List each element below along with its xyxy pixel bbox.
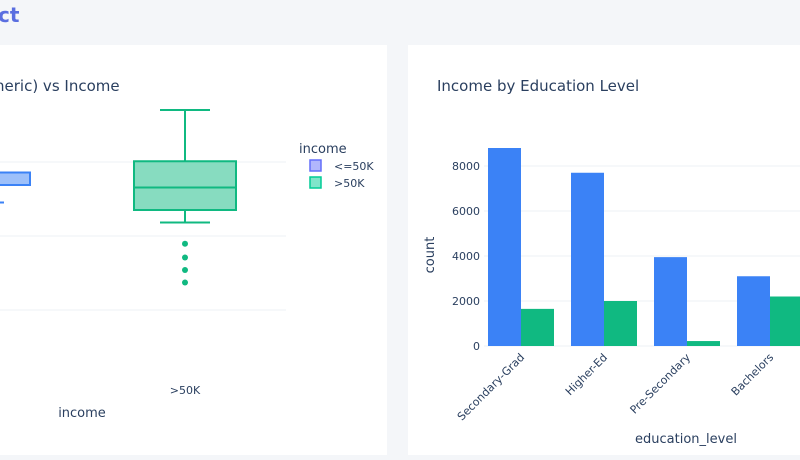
legend-title: income (299, 142, 347, 157)
bar->50K-Higher-Ed (604, 301, 637, 346)
bar-<=50K-Higher-Ed (571, 172, 604, 346)
page-heading: ct (0, 3, 20, 27)
legend: income <=50K >50K (299, 142, 374, 190)
box-gt50k-outlier (182, 267, 188, 273)
bar->50K-Bachelors (770, 296, 800, 346)
box-gt50k-iqr (133, 160, 237, 211)
box-x-tick-label: >50K (170, 384, 201, 397)
bar-y-tick-label: 8000 (452, 160, 480, 173)
bar-y-tick-label: 6000 (452, 205, 480, 218)
box-gt50k-outlier (182, 254, 188, 261)
box-gt50k-outlier (182, 279, 188, 286)
legend-label: >50K (334, 177, 365, 190)
bar-<=50K-Pre-Secondary (654, 257, 687, 346)
bar-x-axis-label: education_level (635, 432, 737, 447)
box-gt50k-outlier (182, 240, 188, 247)
bar-chart: Income by Education Level 0 2000 4000 6000 8… (423, 77, 800, 447)
legend-swatch (309, 176, 322, 189)
bar->50K-Secondary-Grad (521, 308, 554, 346)
bar-x-tick-label: Bachelors (729, 351, 777, 399)
bar-y-tick-label: 0 (473, 340, 480, 353)
box-plot-card: neric) vs Income >50K income income <=50… (0, 45, 387, 455)
bar-<=50K-Bachelors (737, 276, 770, 346)
box-x-axis-label: income (58, 406, 106, 421)
bar-chart-title: Income by Education Level (437, 77, 639, 95)
box-plot-chart: neric) vs Income >50K income income <=50… (0, 77, 374, 421)
bar-x-tick-label: Secondary-Grad (455, 351, 527, 423)
bar-y-axis-label: count (423, 237, 438, 274)
box-plot-title: neric) vs Income (0, 77, 120, 95)
box-le50k-iqr (0, 171, 31, 186)
bar-chart-card: Income by Education Level 0 2000 4000 6000 8… (408, 45, 800, 455)
bar->50K-Pre-Secondary (687, 341, 720, 346)
box-gt50k (133, 109, 237, 286)
bar-y-tick-label: 2000 (452, 295, 480, 308)
bar-y-tick-label: 4000 (452, 250, 480, 263)
box-le50k (0, 171, 31, 204)
legend-swatch (309, 159, 322, 172)
legend-label: <=50K (334, 160, 374, 173)
bar-x-tick-label: Higher-Ed (563, 351, 610, 398)
bar-<=50K-Secondary-Grad (488, 148, 521, 346)
bar-x-tick-label: Pre-Secondary (628, 351, 694, 417)
